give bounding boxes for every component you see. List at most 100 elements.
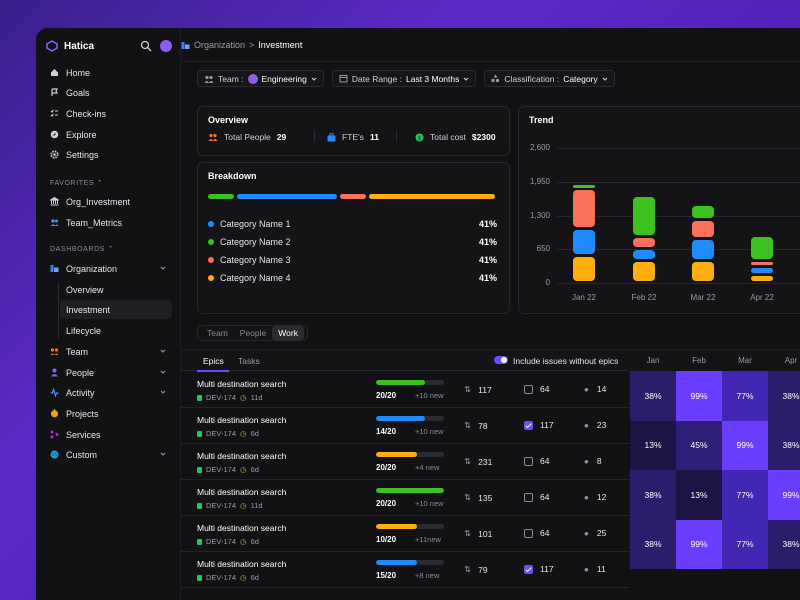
trend-bar[interactable]: [573, 256, 595, 282]
trend-bar[interactable]: [633, 262, 655, 282]
heatmap-cell[interactable]: 99%: [768, 470, 800, 520]
trend-bar[interactable]: [692, 262, 714, 282]
sidebar-item-home[interactable]: Home: [44, 63, 172, 82]
breakdown-segment: [368, 194, 495, 199]
tab-people[interactable]: People: [239, 328, 267, 338]
sidebar-item-lifecycle[interactable]: Lifecycle: [60, 321, 172, 340]
sidebar-item-org-investment[interactable]: Org_Investment: [44, 192, 172, 211]
trend-bar[interactable]: [633, 237, 655, 248]
heatmap-cell[interactable]: 99%: [722, 420, 768, 470]
heatmap-cell[interactable]: 38%: [768, 420, 800, 470]
epic-meta: DEV-174 ◷ 6d: [197, 537, 259, 546]
team-filter[interactable]: Team : Engineering: [197, 70, 324, 87]
trend-bar[interactable]: [692, 205, 714, 219]
epic-title[interactable]: Multi destination search: [197, 487, 287, 497]
trend-bar[interactable]: [573, 185, 595, 189]
sidebar-item-organization[interactable]: Organization: [44, 259, 172, 278]
trend-bar[interactable]: [692, 221, 714, 238]
trend-bar[interactable]: [692, 240, 714, 260]
epic-title[interactable]: Multi destination search: [197, 559, 287, 569]
sidebar-item-explore[interactable]: Explore: [44, 125, 172, 144]
tab-team[interactable]: Team: [207, 328, 228, 338]
sidebar-item-projects[interactable]: Projects: [44, 404, 172, 423]
table-row[interactable]: Multi destination search DEV-174 ◷ 11d 20/20…: [181, 480, 629, 516]
heatmap-cell[interactable]: 99%: [676, 371, 722, 421]
table-row[interactable]: Multi destination search DEV-174 ◷ 11d 20/20…: [181, 372, 629, 408]
trend-bar[interactable]: [751, 236, 773, 259]
table-row[interactable]: Multi destination search DEV-174 ◷ 6d 14/20 +…: [181, 408, 629, 444]
trend-bar[interactable]: [751, 276, 773, 282]
sidebar-item-activity[interactable]: Activity: [44, 383, 172, 402]
sidebar-item-team[interactable]: Team: [44, 342, 172, 361]
sidebar-item-settings[interactable]: Settings: [44, 145, 172, 164]
epic-id[interactable]: DEV-174: [206, 537, 237, 546]
trend-bar[interactable]: [633, 197, 655, 235]
heatmap-cell[interactable]: 38%: [630, 519, 676, 569]
epic-id[interactable]: DEV-174: [206, 465, 237, 474]
trend-bar[interactable]: [751, 261, 773, 266]
heatmap-cell[interactable]: 13%: [676, 470, 722, 520]
table-row[interactable]: Multi destination search DEV-174 ◷ 6d 20/20 +…: [181, 444, 629, 480]
sidebar-item-people[interactable]: People: [44, 363, 172, 382]
row-checkbox[interactable]: [524, 456, 533, 466]
heatmap-cell[interactable]: 38%: [630, 470, 676, 520]
avatar[interactable]: [160, 40, 172, 52]
row-checkbox[interactable]: [524, 420, 533, 430]
heatmap-cell[interactable]: 38%: [630, 371, 676, 421]
epic-id[interactable]: DEV-174: [206, 501, 237, 510]
sidebar-item-label: Overview: [66, 284, 104, 295]
heatmap-cell[interactable]: 38%: [768, 519, 800, 569]
calendar-icon: [339, 75, 348, 83]
epic-title[interactable]: Multi destination search: [197, 523, 287, 533]
row-checkbox[interactable]: [524, 564, 533, 574]
heatmap-cell[interactable]: 77%: [722, 470, 768, 520]
epic-title[interactable]: Multi destination search: [197, 415, 287, 425]
heatmap-cell[interactable]: 77%: [722, 371, 768, 421]
tab-epics[interactable]: Epics: [203, 356, 224, 366]
trend-bar[interactable]: [633, 250, 655, 260]
sidebar-item-services[interactable]: Services: [44, 425, 172, 444]
heatmap-cell[interactable]: 45%: [676, 420, 722, 470]
epic-meta: DEV-174 ◷ 6d: [197, 573, 259, 582]
epic-title[interactable]: Multi destination search: [197, 379, 287, 389]
sidebar-item-label: Investment: [66, 304, 111, 315]
epic-id[interactable]: DEV-174: [206, 573, 237, 582]
epic-id[interactable]: DEV-174: [206, 429, 237, 438]
epic-id[interactable]: DEV-174: [206, 393, 237, 402]
heatmap-cell[interactable]: 99%: [676, 519, 722, 569]
heatmap-cell[interactable]: 13%: [630, 420, 676, 470]
classification-filter[interactable]: Classification : Category: [484, 70, 615, 87]
sidebar-item-custom[interactable]: Custom: [44, 445, 172, 464]
tab-work[interactable]: Work: [272, 326, 304, 340]
epic-title[interactable]: Multi destination search: [197, 451, 287, 461]
date-range-filter[interactable]: Date Range : Last 3 Months: [331, 70, 477, 87]
include-issues-toggle[interactable]: [494, 356, 508, 364]
heatmap-cell[interactable]: 38%: [768, 371, 800, 421]
row-checkbox[interactable]: [524, 528, 533, 538]
sidebar-item-overview[interactable]: Overview: [60, 280, 172, 299]
dashboards-heading[interactable]: DASHBOARDS ⌃: [50, 245, 114, 253]
trend-bar[interactable]: [573, 190, 595, 227]
classification-label: Classification :: [504, 73, 560, 84]
search-icon[interactable]: [140, 40, 152, 52]
heatmap-cell[interactable]: 77%: [722, 519, 768, 569]
epic-age: 6d: [250, 573, 259, 582]
progress-count: 20/20: [376, 499, 397, 508]
sidebar-item-team-metrics[interactable]: Team_Metrics: [44, 213, 172, 232]
epic-meta: DEV-174 ◷ 11d: [197, 501, 263, 510]
favorites-heading[interactable]: FAVORITES ⌃: [50, 179, 103, 187]
tab-tasks[interactable]: Tasks: [238, 356, 260, 366]
sidebar-item-check-ins[interactable]: Check-ins: [44, 104, 172, 123]
brand[interactable]: Hatica: [46, 40, 94, 52]
breadcrumb-parent[interactable]: Organization: [194, 40, 246, 50]
trend-bar[interactable]: [751, 268, 773, 274]
person-icon: ●: [584, 384, 589, 394]
trend-bar[interactable]: [573, 229, 595, 254]
sidebar-item-investment[interactable]: Investment: [60, 300, 172, 319]
table-row[interactable]: Multi destination search DEV-174 ◷ 6d 10/20 +…: [181, 516, 629, 552]
progress-count: 14/20: [376, 427, 397, 436]
row-checkbox[interactable]: [524, 492, 533, 502]
row-checkbox[interactable]: [524, 384, 533, 394]
table-row[interactable]: Multi destination search DEV-174 ◷ 6d 15/20 +…: [181, 552, 629, 588]
sidebar-item-goals[interactable]: Goals: [44, 83, 172, 102]
